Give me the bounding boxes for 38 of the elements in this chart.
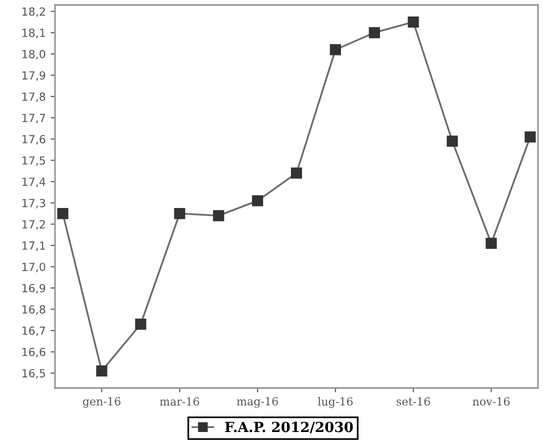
- x-tick-label: mag-16: [236, 397, 278, 408]
- x-tick-label: mar-16: [160, 397, 200, 406]
- y-tick-label: 17,8: [22, 92, 46, 102]
- y-tick-label: 17,7: [22, 114, 46, 124]
- y-tick-label: 17,0: [22, 262, 46, 272]
- y-tick-label: 16,9: [22, 284, 46, 294]
- y-tick-label: 17,6: [22, 135, 46, 145]
- x-tick-label: set-16: [396, 397, 430, 406]
- x-tick-label: gen-16: [82, 397, 120, 408]
- y-tick-label: 18,2: [22, 7, 45, 17]
- y-tick-label: 18,1: [22, 28, 45, 38]
- point: [330, 44, 342, 56]
- legend-label: F.A.P. 2012/2030: [225, 422, 353, 434]
- y-tick-label: 17,9: [22, 71, 46, 81]
- point: [57, 208, 68, 220]
- x-tick-label: lug-16: [318, 397, 353, 408]
- point: [524, 131, 536, 142]
- y-tick-label: 16,8: [22, 305, 46, 315]
- point: [96, 365, 108, 377]
- y-tick-label: 17,2: [22, 220, 45, 230]
- y-tick-label: 16,6: [22, 348, 46, 358]
- y-tick-label: 18,0: [22, 50, 46, 60]
- point: [408, 16, 419, 28]
- y-tick-label: 17,1: [22, 242, 45, 251]
- y-tick-label: 16,5: [22, 369, 45, 379]
- point: [446, 136, 458, 147]
- point: [213, 210, 224, 222]
- point: [174, 208, 186, 220]
- y-tick-label: 17,3: [22, 198, 46, 208]
- point: [486, 238, 497, 249]
- y-tick-label: 17,5: [22, 156, 45, 166]
- point: [368, 27, 380, 38]
- point: [252, 195, 264, 206]
- x-tick-label: nov-16: [472, 397, 510, 406]
- point: [290, 168, 302, 179]
- point: [135, 318, 146, 330]
- y-tick-label: 17,4: [22, 178, 46, 188]
- y-tick-label: 16,7: [22, 326, 46, 336]
